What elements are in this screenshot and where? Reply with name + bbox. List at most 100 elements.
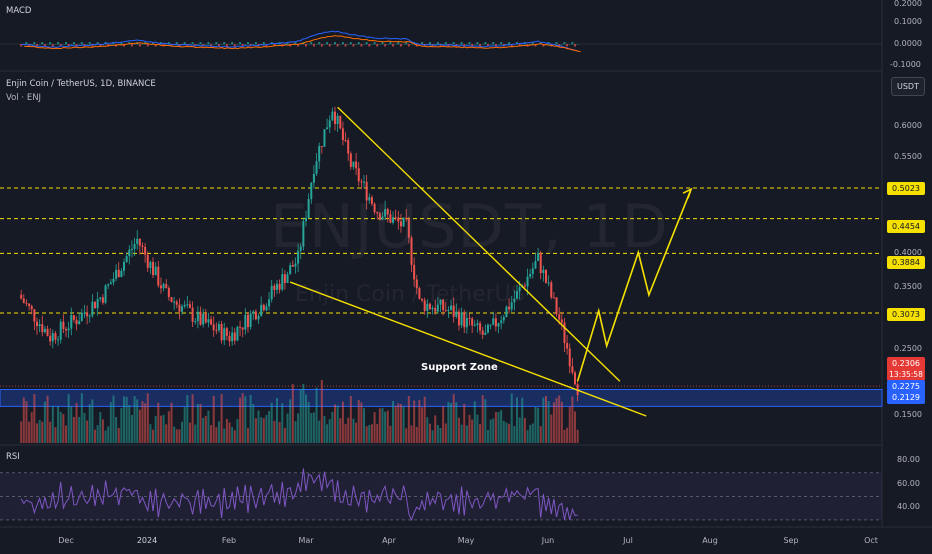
candle-body bbox=[270, 285, 273, 300]
name-watermark: Enjin Coin / TetherUS bbox=[295, 282, 525, 307]
macd-histogram-bar bbox=[241, 44, 244, 47]
candle-body bbox=[25, 302, 28, 304]
candle-body bbox=[574, 372, 577, 385]
macd-histogram-bar bbox=[194, 44, 197, 47]
candle-body bbox=[204, 313, 207, 323]
macd-histogram-bar bbox=[262, 42, 265, 45]
volume-bar bbox=[70, 406, 73, 443]
candle-body bbox=[436, 304, 439, 312]
macd-histogram-bar bbox=[344, 44, 347, 47]
macd-histogram-bar bbox=[370, 44, 373, 45]
volume-bar bbox=[202, 417, 205, 443]
volume-bar bbox=[109, 402, 112, 443]
volume-bar bbox=[181, 421, 184, 443]
volume-bar bbox=[378, 408, 381, 443]
macd-histogram-bar bbox=[204, 44, 207, 45]
volume-bar bbox=[146, 393, 149, 443]
volume-bar bbox=[341, 401, 344, 443]
candle-body bbox=[196, 311, 199, 322]
macd-histogram-bar bbox=[521, 44, 524, 45]
candle-body bbox=[318, 146, 321, 162]
macd-histogram-bar bbox=[80, 42, 83, 45]
candle-body bbox=[207, 319, 210, 323]
candle-body bbox=[312, 173, 315, 183]
candle-body bbox=[513, 298, 516, 303]
volume-bar bbox=[94, 429, 97, 443]
candle-body bbox=[457, 311, 460, 326]
candle-body bbox=[225, 328, 228, 336]
rsi-label[interactable]: RSI bbox=[6, 452, 20, 462]
volume-bar bbox=[486, 429, 489, 443]
candle-body bbox=[28, 303, 31, 307]
candle-body bbox=[268, 299, 271, 307]
volume-bar bbox=[191, 394, 194, 443]
volume-bar bbox=[436, 425, 439, 443]
candle-body bbox=[188, 304, 191, 308]
volume-bar bbox=[529, 424, 532, 443]
volume-bar bbox=[355, 422, 358, 443]
macd-histogram-bar bbox=[33, 42, 36, 45]
volume-bar bbox=[212, 395, 215, 443]
macd-histogram-bar bbox=[283, 44, 286, 45]
volume-bar bbox=[57, 406, 60, 443]
macd-histogram-bar bbox=[468, 42, 471, 45]
candle-body bbox=[376, 212, 379, 214]
macd-histogram-bar bbox=[75, 44, 78, 47]
candle-body bbox=[262, 304, 265, 311]
volume-bar bbox=[260, 417, 263, 443]
symbol-watermark: ENJUSDT, 1D bbox=[270, 192, 669, 262]
macd-label: MACD bbox=[6, 6, 32, 16]
time-tick: Mar bbox=[298, 536, 314, 545]
macd-histogram-bar bbox=[307, 44, 310, 45]
candle-body bbox=[510, 302, 513, 310]
volume-bar bbox=[423, 396, 426, 443]
macd-histogram-bar bbox=[574, 44, 577, 47]
candle-body bbox=[299, 246, 302, 251]
candle-body bbox=[154, 266, 157, 276]
volume-bar bbox=[418, 399, 421, 443]
macd-histogram-bar bbox=[368, 44, 371, 47]
macd-histogram-bar bbox=[165, 44, 168, 45]
macd-histogram-bar bbox=[389, 42, 392, 45]
candle-body bbox=[215, 330, 218, 332]
candle-body bbox=[368, 197, 371, 201]
currency-button[interactable]: USDT bbox=[891, 77, 925, 96]
volume-bar bbox=[373, 412, 376, 443]
volume-bar bbox=[130, 414, 133, 443]
macd-histogram-bar bbox=[246, 42, 249, 45]
macd-histogram-bar bbox=[373, 42, 376, 45]
volume-bar bbox=[49, 421, 52, 443]
macd-histogram-bar bbox=[215, 42, 218, 45]
volume-bar bbox=[531, 423, 534, 443]
volume-bar bbox=[368, 424, 371, 443]
macd-histogram-bar bbox=[481, 44, 484, 45]
macd-tick: 0.2000 bbox=[894, 0, 922, 8]
candle-body bbox=[550, 282, 553, 298]
volume-bar bbox=[207, 410, 210, 443]
volume-bar bbox=[352, 418, 355, 443]
macd-histogram-bar bbox=[473, 44, 476, 45]
macd-histogram-bar bbox=[54, 44, 57, 45]
level-tag-0.5023: 0.5023 bbox=[887, 182, 925, 195]
symbol-title[interactable]: Enjin Coin / TetherUS, 1D, BINANCE bbox=[6, 79, 156, 89]
macd-histogram-bar bbox=[518, 44, 521, 47]
volume-bar bbox=[289, 399, 292, 443]
candle-body bbox=[149, 261, 152, 268]
candle-body bbox=[468, 317, 471, 319]
candle-body bbox=[217, 323, 220, 331]
volume-label[interactable]: Vol · ENJ bbox=[6, 93, 42, 103]
volume-bar bbox=[568, 406, 571, 443]
volume-bar bbox=[291, 384, 294, 443]
volume-bar bbox=[104, 430, 107, 443]
candle-body bbox=[123, 261, 126, 271]
volume-bar bbox=[186, 395, 189, 443]
macd-histogram-bar bbox=[99, 44, 102, 47]
candle-body bbox=[294, 263, 297, 267]
candle-body bbox=[484, 332, 487, 335]
candle-body bbox=[389, 214, 392, 223]
volume-bar bbox=[210, 425, 213, 443]
volume-bar bbox=[217, 421, 220, 443]
volume-bar bbox=[336, 405, 339, 443]
